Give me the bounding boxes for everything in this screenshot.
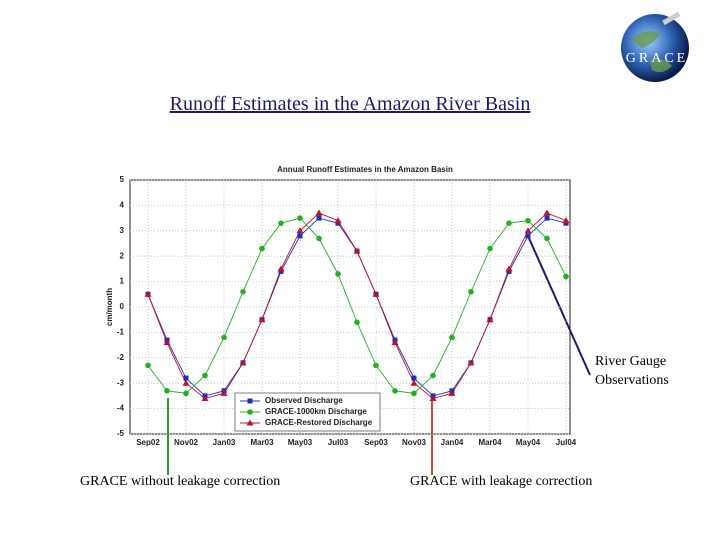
y-tick-label: 4 xyxy=(120,201,125,210)
marker xyxy=(544,215,550,221)
x-tick-label: Nov03 xyxy=(402,438,427,447)
marker xyxy=(410,379,418,386)
marker xyxy=(411,390,417,397)
marker xyxy=(220,389,228,396)
y-tick-label: 0 xyxy=(120,302,125,311)
marker xyxy=(144,290,152,297)
marker xyxy=(240,288,246,295)
marker xyxy=(524,227,532,234)
marker xyxy=(316,215,322,221)
marker xyxy=(562,217,570,224)
marker xyxy=(163,339,171,346)
marker xyxy=(335,220,341,226)
x-tick-label: Nov02 xyxy=(174,438,199,447)
legend-label: GRACE-1000km Discharge xyxy=(265,407,367,416)
x-tick-label: Jan04 xyxy=(441,438,464,447)
marker xyxy=(525,217,531,224)
marker xyxy=(373,362,379,369)
annotation: GRACE with leakage correction xyxy=(410,474,592,489)
marker xyxy=(449,334,455,341)
annotation: Observations xyxy=(595,373,669,388)
marker xyxy=(544,235,550,242)
slide-title: Runoff Estimates in the Amazon River Bas… xyxy=(170,93,531,115)
marker xyxy=(525,233,531,239)
marker xyxy=(315,209,323,216)
marker xyxy=(372,290,380,297)
annotation: River Gauge xyxy=(595,354,666,369)
marker xyxy=(182,379,190,386)
marker xyxy=(353,247,361,254)
marker xyxy=(278,220,284,226)
chart-title: Annual Runoff Estimates in the Amazon Ba… xyxy=(277,165,453,174)
y-tick-label: -3 xyxy=(117,378,125,387)
marker xyxy=(467,359,475,366)
y-tick-label: -2 xyxy=(117,353,125,362)
marker xyxy=(183,375,189,381)
legend-label: Observed Discharge xyxy=(265,396,343,405)
marker xyxy=(259,245,265,252)
y-tick-label: 5 xyxy=(120,175,125,184)
marker xyxy=(335,271,341,277)
x-tick-label: Sep02 xyxy=(136,438,160,447)
marker xyxy=(448,389,456,396)
marker xyxy=(429,394,437,401)
legend-label: GRACE-Restored Discharge xyxy=(265,418,373,427)
marker xyxy=(247,409,253,415)
marker xyxy=(392,388,398,394)
marker xyxy=(354,319,360,326)
marker xyxy=(316,235,322,242)
marker xyxy=(505,265,513,272)
marker xyxy=(297,215,303,221)
logo-globe xyxy=(621,14,689,82)
y-tick-label: 2 xyxy=(120,251,125,260)
marker xyxy=(543,209,551,216)
logo-satellite xyxy=(662,11,681,26)
marker xyxy=(239,359,247,366)
logo-text: GRACE xyxy=(626,51,688,66)
annotation: GRACE without leakage correction xyxy=(80,474,280,489)
y-tick-label: -4 xyxy=(117,404,125,413)
y-tick-label: -5 xyxy=(117,429,125,438)
logo-land xyxy=(632,31,672,73)
x-tick-label: May03 xyxy=(288,438,313,447)
marker xyxy=(297,233,303,239)
marker xyxy=(246,419,254,426)
marker xyxy=(258,316,266,323)
y-axis-label: cm/month xyxy=(105,288,114,326)
marker xyxy=(487,245,493,252)
marker xyxy=(411,375,417,381)
marker xyxy=(145,362,151,369)
marker xyxy=(221,334,227,341)
marker xyxy=(430,372,436,379)
marker xyxy=(486,316,494,323)
y-tick-label: 3 xyxy=(120,226,125,235)
x-tick-label: Mar03 xyxy=(250,438,274,447)
marker xyxy=(468,288,474,295)
marker xyxy=(563,220,569,226)
marker xyxy=(247,398,253,404)
marker xyxy=(278,268,284,274)
marker xyxy=(506,268,512,274)
x-tick-label: Jul04 xyxy=(556,438,577,447)
y-tick-label: -1 xyxy=(117,328,125,337)
marker xyxy=(506,220,512,226)
pointer-line xyxy=(527,235,591,376)
marker xyxy=(563,273,569,280)
marker xyxy=(201,394,209,401)
marker xyxy=(183,390,189,397)
x-tick-label: Mar04 xyxy=(478,438,502,447)
x-tick-label: Sep03 xyxy=(364,438,388,447)
logo: GRACE xyxy=(621,11,689,82)
marker xyxy=(164,388,170,394)
marker xyxy=(391,339,399,346)
x-tick-label: May04 xyxy=(516,438,541,447)
y-tick-label: 1 xyxy=(120,277,125,286)
marker xyxy=(334,217,342,224)
marker xyxy=(296,227,304,234)
x-tick-label: Jan03 xyxy=(213,438,236,447)
x-tick-label: Jul03 xyxy=(328,438,349,447)
marker xyxy=(277,265,285,272)
marker xyxy=(202,372,208,379)
